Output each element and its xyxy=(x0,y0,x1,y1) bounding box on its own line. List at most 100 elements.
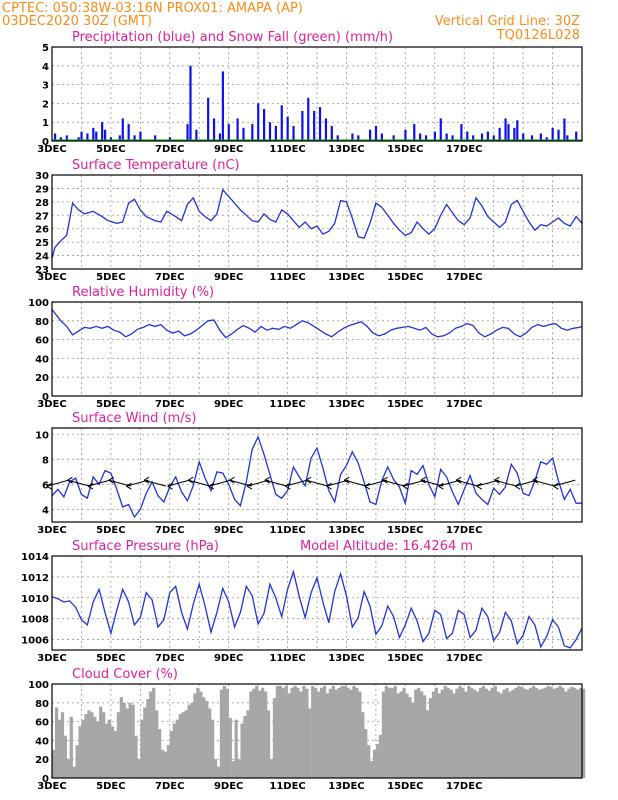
cloud-cover-bar xyxy=(81,719,85,778)
cloud-cover-bar xyxy=(517,685,521,778)
cloud-cover-bar xyxy=(169,731,174,778)
precipitation-bar xyxy=(168,137,171,141)
precipitation-bar xyxy=(212,118,216,141)
humidity-x-tick-label: 3DEC xyxy=(37,399,66,410)
precipitation-bar xyxy=(380,133,383,141)
wind-arrow-head xyxy=(246,482,253,487)
cloud-cover-bar xyxy=(340,685,344,778)
cloud-cover-bar xyxy=(228,717,232,778)
wind-arrow-head xyxy=(67,479,73,484)
wind-arrow-head xyxy=(364,482,371,487)
temperature-title: Surface Temperature (nC) xyxy=(72,158,240,173)
cloud-cover-bar xyxy=(408,697,412,778)
precipitation-bar xyxy=(451,135,454,141)
cloud-cover-bar xyxy=(434,687,439,778)
precipitation-bar xyxy=(53,133,57,141)
precipitation-y-tick-label: 1 xyxy=(42,118,49,129)
wind-arrow-head xyxy=(264,479,271,484)
precipitation-bar xyxy=(77,137,80,141)
wind-arrow xyxy=(108,476,131,487)
cloud-cover-bar xyxy=(216,766,221,778)
precipitation-bar xyxy=(507,124,510,141)
wind-x-tick-label: 9DEC xyxy=(214,525,243,536)
temperature-panel: 23 24 25 26 27 28 29 30 3DEC 5DEC 7DEC 9DEC 11DEC 13D… xyxy=(35,158,583,283)
cloud-cover-bar xyxy=(255,685,259,778)
wind-arrow-head xyxy=(285,482,291,487)
cloud-cover-bar xyxy=(464,691,468,778)
wind-arrow-shaft xyxy=(46,479,70,487)
cloud-cover-bar xyxy=(322,685,327,778)
wind-arrow-shaft xyxy=(264,479,287,487)
precipitation-y-tick-label: 0 xyxy=(42,137,49,148)
temperature-y-tick-label: 28 xyxy=(35,198,49,209)
cloud-cover-bar xyxy=(193,693,197,778)
cloud-cover-bar xyxy=(134,735,138,778)
cloud-cover-bar xyxy=(302,685,306,778)
cloud-cover-bar xyxy=(487,690,492,778)
cloud-cover-bar xyxy=(402,687,406,778)
cloud-cover-bar xyxy=(187,704,191,778)
wind-arrow-head xyxy=(167,482,173,487)
cloud-cover-bar xyxy=(520,686,524,778)
pressure-x-tick-label: 15DEC xyxy=(387,653,423,664)
wind-arrow-head xyxy=(126,485,132,490)
temperature-x-tick-label: 13DEC xyxy=(328,272,364,283)
cloud-cover-bar xyxy=(570,686,574,778)
cloud-cover-bar xyxy=(54,707,59,778)
cloud-cover-bar xyxy=(399,691,403,778)
wind-arrow-shaft xyxy=(532,479,555,487)
precipitation-x-tick-label: 5DEC xyxy=(96,144,125,155)
cloud-cover-bar xyxy=(264,691,268,778)
wind-arrow-shaft xyxy=(229,479,252,487)
cloud-cover-bar xyxy=(243,715,247,778)
precipitation-bar xyxy=(109,137,113,141)
precipitation-bar xyxy=(330,125,333,141)
wind-arrow-head xyxy=(305,476,312,481)
cloud-cover-bar xyxy=(558,685,562,778)
cloud-cover-x-tick-label: 15DEC xyxy=(387,781,423,792)
pressure-x-tick-label: 3DEC xyxy=(37,653,66,664)
cloud-cover-bar xyxy=(155,710,159,778)
wind-arrow xyxy=(326,479,349,490)
cloud-cover-bar xyxy=(361,712,365,778)
cloud-cover-bar xyxy=(281,687,285,778)
precipitation-bar xyxy=(480,133,484,141)
precipitation-bar xyxy=(492,135,495,141)
cloud-cover-bar xyxy=(152,687,156,778)
temperature-y-tick-label: 30 xyxy=(35,171,49,182)
cloud-cover-bar xyxy=(57,719,62,778)
cloud-cover-bar xyxy=(331,685,335,778)
precipitation-bar xyxy=(133,135,136,141)
precipitation-bar xyxy=(504,118,507,141)
precipitation-bar xyxy=(545,137,548,141)
cloud-cover-bar xyxy=(52,749,56,778)
precipitation-bar xyxy=(351,133,354,141)
wind-arrow-head xyxy=(87,485,94,490)
wind-arrow-head xyxy=(553,485,559,490)
wind-arrow-head xyxy=(326,485,332,490)
cloud-cover-bar xyxy=(579,687,583,778)
wind-y-tick-label: 6 xyxy=(42,480,49,491)
cloud-cover-bar xyxy=(529,687,533,778)
cloud-cover-bar xyxy=(122,702,126,778)
cloud-cover-bar xyxy=(84,714,88,778)
cloud-cover-bar xyxy=(390,687,394,778)
cloud-cover-bar xyxy=(414,689,418,778)
precipitation-bar xyxy=(286,116,289,141)
cloud-cover-bar xyxy=(455,688,459,778)
wind-arrow-head xyxy=(67,476,73,481)
wind-arrow xyxy=(494,476,517,487)
wind-arrow-shaft xyxy=(553,479,576,487)
cloud-cover-x-tick-label: 3DEC xyxy=(37,781,66,792)
precipitation-bar xyxy=(369,129,372,141)
cloud-cover-bar xyxy=(278,685,282,778)
wind-arrow-head xyxy=(46,482,53,487)
wind-arrow-shaft xyxy=(67,479,90,487)
cloud-cover-bar xyxy=(481,685,486,778)
wind-arrow xyxy=(285,479,308,490)
wind-arrow-head xyxy=(420,476,427,481)
wind-arrow-shaft xyxy=(305,479,329,487)
wind-arrow-shaft xyxy=(167,479,190,487)
